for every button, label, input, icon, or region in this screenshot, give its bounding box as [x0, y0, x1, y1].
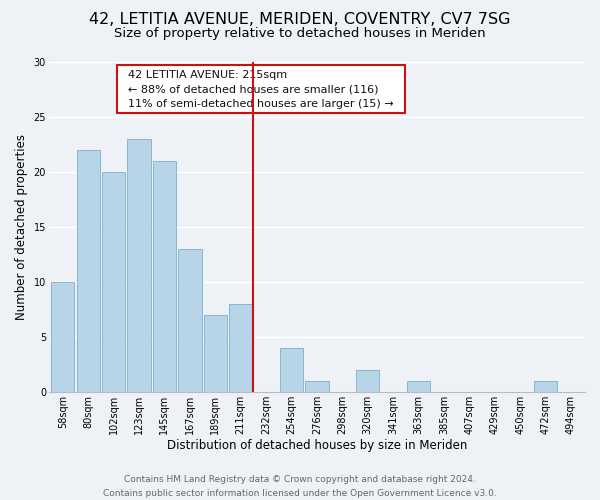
Bar	[77, 150, 100, 392]
Bar	[407, 381, 430, 392]
Bar	[127, 138, 151, 392]
Bar	[153, 160, 176, 392]
Bar	[51, 282, 74, 392]
Y-axis label: Number of detached properties: Number of detached properties	[15, 134, 28, 320]
Bar	[178, 248, 202, 392]
Bar	[229, 304, 253, 392]
Bar	[203, 314, 227, 392]
Bar	[102, 172, 125, 392]
Text: Size of property relative to detached houses in Meriden: Size of property relative to detached ho…	[114, 28, 486, 40]
Text: Contains HM Land Registry data © Crown copyright and database right 2024.
Contai: Contains HM Land Registry data © Crown c…	[103, 476, 497, 498]
Bar	[534, 381, 557, 392]
Bar	[305, 381, 329, 392]
Bar	[280, 348, 303, 392]
Bar	[356, 370, 379, 392]
Text: 42, LETITIA AVENUE, MERIDEN, COVENTRY, CV7 7SG: 42, LETITIA AVENUE, MERIDEN, COVENTRY, C…	[89, 12, 511, 28]
Text: 42 LETITIA AVENUE: 215sqm
  ← 88% of detached houses are smaller (116)
  11% of : 42 LETITIA AVENUE: 215sqm ← 88% of detac…	[121, 70, 401, 108]
X-axis label: Distribution of detached houses by size in Meriden: Distribution of detached houses by size …	[167, 440, 467, 452]
